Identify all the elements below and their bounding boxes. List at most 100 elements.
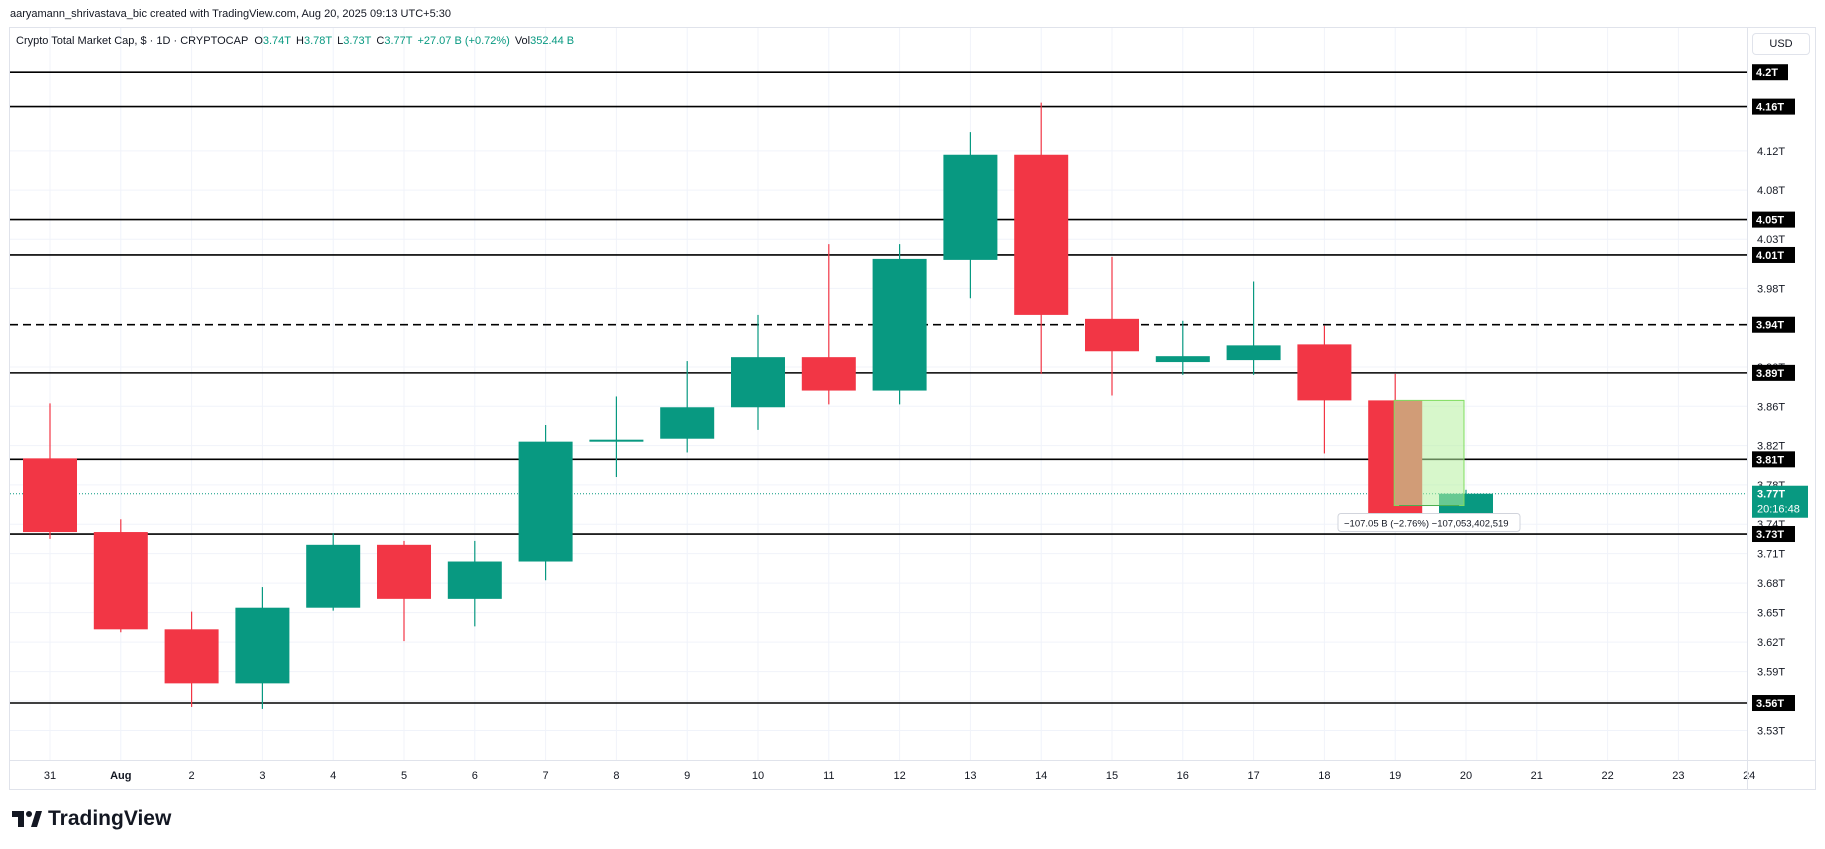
time-tick-label: 19 — [1389, 770, 1401, 782]
candle-body — [1085, 318, 1139, 352]
time-tick-label: 5 — [401, 770, 407, 782]
level-price-label: 4.05T — [1756, 215, 1784, 227]
currency-button[interactable]: USD — [1752, 33, 1810, 55]
symbol-title: Crypto Total Market Cap, $ · 1D · CRYPTO… — [16, 35, 249, 47]
low-label: L — [337, 35, 344, 47]
level-price-label: 3.81T — [1756, 454, 1784, 466]
close-label: C — [376, 35, 385, 47]
price-tick-label: 3.62T — [1757, 637, 1785, 649]
price-tick-label: 3.53T — [1757, 726, 1785, 738]
price-tick-label: 4.08T — [1757, 185, 1785, 197]
price-tick-label: 3.65T — [1757, 608, 1785, 620]
time-tick-label: 12 — [893, 770, 905, 782]
price-tick-label: 3.71T — [1757, 549, 1785, 561]
level-price-tag — [1752, 695, 1795, 712]
level-price-label: 4.01T — [1756, 250, 1784, 262]
price-tick-label: 3.68T — [1757, 578, 1785, 590]
level-price-tag — [1752, 64, 1788, 81]
chart-frame — [9, 27, 1816, 790]
level-price-label: 4.16T — [1756, 102, 1784, 114]
time-tick-label: 13 — [964, 770, 976, 782]
level-price-tag — [1752, 526, 1795, 543]
time-tick-label: 31 — [44, 770, 56, 782]
low-value: 3.73T — [343, 35, 372, 47]
candle-body — [1014, 154, 1069, 315]
candle-body — [518, 441, 573, 562]
level-price-tag — [1752, 246, 1795, 263]
volume-value: 352.44 B — [530, 35, 575, 47]
level-price-label: 4.2T — [1756, 67, 1778, 79]
measure-box — [1393, 399, 1465, 507]
price-tick-label: 3.98T — [1757, 283, 1785, 295]
level-price-label: 3.56T — [1756, 698, 1784, 710]
candle-body — [801, 357, 856, 391]
candle-body — [93, 532, 148, 630]
candle-body — [447, 561, 502, 599]
tradingview-logo-icon — [12, 811, 42, 827]
tradingview-logo-text: TradingView — [48, 807, 172, 830]
candle-body — [731, 357, 785, 408]
candle-body — [872, 258, 927, 391]
last-price-label: 3.77T — [1757, 489, 1785, 501]
time-tick-label: 2 — [189, 770, 195, 782]
time-tick-label: 16 — [1177, 770, 1189, 782]
time-axis-divider — [9, 760, 1816, 761]
price-tick-label: 3.82T — [1757, 441, 1785, 453]
time-tick-label: 3 — [259, 770, 265, 782]
time-tick-label: Aug — [110, 770, 131, 782]
measure-tool[interactable]: −107.05 B (−2.76%) −107,053,402,519 — [1337, 399, 1521, 533]
candle-body — [1155, 356, 1210, 363]
level-price-label: 3.73T — [1756, 529, 1784, 541]
symbol-legend: Crypto Total Market Cap, $ · 1D · CRYPTO… — [16, 35, 579, 47]
volume-label: Vol — [514, 35, 531, 47]
time-tick-label: 7 — [543, 770, 549, 782]
candle-body — [377, 544, 431, 599]
time-tick-label: 8 — [613, 770, 619, 782]
change-value: +27.07 B (+0.72%) — [417, 35, 510, 47]
measure-label-box — [1337, 513, 1521, 533]
high-label: H — [296, 35, 304, 47]
price-tick-label: 3.59T — [1757, 667, 1785, 679]
time-tick-label: 23 — [1672, 770, 1684, 782]
price-axis-divider — [1747, 27, 1748, 790]
candle-body — [589, 439, 644, 442]
time-tick-label: 6 — [472, 770, 478, 782]
time-tick-label: 20 — [1460, 770, 1472, 782]
level-price-tag — [1752, 98, 1795, 115]
level-price-label: 3.94T — [1756, 320, 1784, 332]
candle-body — [164, 629, 219, 684]
price-tick-label: 4.03T — [1757, 234, 1785, 246]
time-tick-label: 17 — [1247, 770, 1259, 782]
candle-body — [306, 544, 361, 608]
tradingview-logo[interactable]: TradingView — [12, 807, 171, 831]
candle-body — [1297, 344, 1352, 401]
time-tick-label: 24 — [1743, 770, 1755, 782]
time-axis[interactable]: 31 Aug 2 3 4 5 6 7 8 9 10 11 12 13 14 15 16 17 18 19 20 21 22 2… — [44, 770, 1755, 782]
high-value: 3.78T — [303, 35, 333, 47]
time-tick-label: 14 — [1035, 770, 1047, 782]
time-tick-label: 21 — [1531, 770, 1543, 782]
time-tick-label: 15 — [1106, 770, 1118, 782]
open-label: O — [254, 35, 263, 47]
time-tick-label: 4 — [330, 770, 336, 782]
candle-body — [235, 607, 290, 684]
level-price-tag — [1752, 451, 1795, 468]
price-tick-label: 4.12T — [1757, 146, 1785, 158]
time-tick-label: 11 — [823, 770, 834, 782]
level-price-label: 3.89T — [1756, 368, 1784, 380]
time-tick-label: 18 — [1318, 770, 1330, 782]
candle-body — [660, 407, 715, 439]
close-value: 3.77T — [384, 35, 413, 47]
countdown-label: 20:16:48 — [1757, 504, 1800, 516]
chart-credit: aaryamann_shrivastava_bic created with T… — [10, 8, 451, 20]
level-price-tag — [1752, 316, 1795, 333]
candle-body — [23, 458, 77, 533]
time-tick-label: 22 — [1601, 770, 1613, 782]
time-tick-label: 9 — [684, 770, 690, 782]
open-value: 3.74T — [262, 35, 292, 47]
price-axis[interactable]: 4.12T4.08T4.03T3.98T3.90T3.86T3.82T3.78T… — [1752, 64, 1808, 738]
level-price-tag — [1752, 211, 1795, 228]
price-tick-label: 3.86T — [1757, 401, 1785, 413]
time-tick-label: 10 — [752, 770, 764, 782]
